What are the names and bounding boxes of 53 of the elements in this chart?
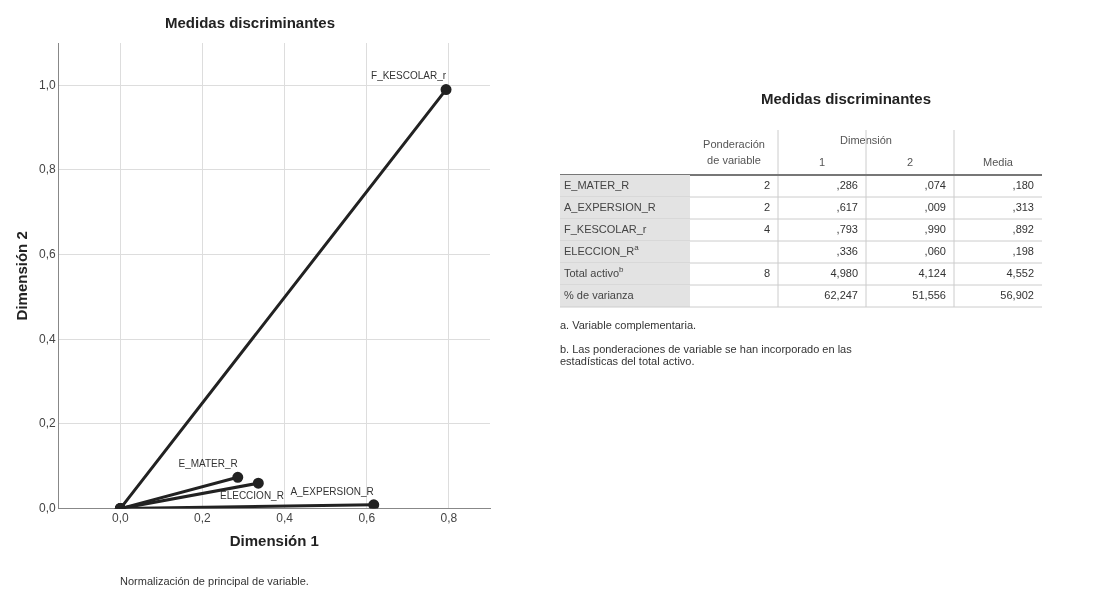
text: b. Las ponderaciones de variable se han incorporado en las estadísticas del total activo.	[560, 343, 853, 367]
series-label: F_KESCOLAR_r	[371, 70, 447, 82]
chart-title: Medidas discriminantes	[164, 14, 336, 32]
text: Normalización de principal de variable.	[120, 575, 309, 587]
text: ,892	[1012, 223, 1034, 236]
category-label: % de varianza	[564, 289, 634, 302]
category-label: 2	[906, 156, 914, 169]
y-tick-label: 0,6	[38, 246, 56, 261]
text: ,009	[924, 201, 946, 214]
category-label: 1	[818, 156, 826, 169]
text: 8	[763, 267, 770, 280]
category-label: Ponderación de variable	[703, 138, 765, 167]
text: 4	[763, 223, 770, 236]
category-label: A_EXPERSION_R	[564, 201, 656, 214]
text: 4,980	[830, 267, 858, 280]
x-tick-label: 0,6	[358, 511, 376, 526]
text: ,990	[924, 223, 946, 236]
series-label: E_MATER_R	[178, 458, 238, 470]
x-axis-title: Dimensión 1	[229, 532, 319, 550]
text: 56,902	[1000, 289, 1034, 302]
series-label: ELECCION_R	[219, 489, 284, 501]
text: 4,124	[918, 267, 946, 280]
category-label: Media	[983, 156, 1014, 169]
category-label: F_KESCOLAR_r	[564, 223, 647, 236]
text: ,617	[836, 201, 858, 214]
y-tick-label: 0,2	[38, 416, 56, 431]
x-tick-label: 0,4	[276, 511, 294, 526]
y-tick-label: 1,0	[38, 77, 56, 92]
text: ,074	[924, 179, 946, 192]
text: 4,552	[1006, 267, 1034, 280]
text: 2	[763, 201, 770, 214]
category-label: 2	[763, 179, 770, 192]
y-tick-label: 0,8	[38, 162, 56, 177]
text: ,060	[924, 245, 946, 258]
y-axis-title: Dimensión 2	[13, 231, 31, 321]
text: Dimensión	[840, 134, 892, 147]
text: ,198	[1012, 245, 1034, 258]
text: a. Variable complementaria.	[560, 319, 698, 331]
y-tick-label: 0,4	[38, 331, 56, 346]
text: Medidas discriminantes	[760, 90, 932, 108]
x-tick-label: 0,0	[111, 511, 129, 526]
text: ,180	[1012, 179, 1034, 192]
text: ,313	[1012, 201, 1034, 214]
text: 51,556	[912, 289, 946, 302]
category-label: E_MATER_R	[564, 179, 630, 192]
text: ,286	[836, 179, 858, 192]
text: ,793	[836, 223, 858, 236]
x-tick-label: 0,2	[194, 511, 212, 526]
series-label: A_EXPERSION_R	[290, 485, 374, 497]
y-tick-label: 0,0	[38, 500, 56, 515]
text: 62,247	[824, 289, 858, 302]
text: ,336	[836, 245, 858, 258]
x-tick-label: 0,8	[440, 511, 458, 526]
